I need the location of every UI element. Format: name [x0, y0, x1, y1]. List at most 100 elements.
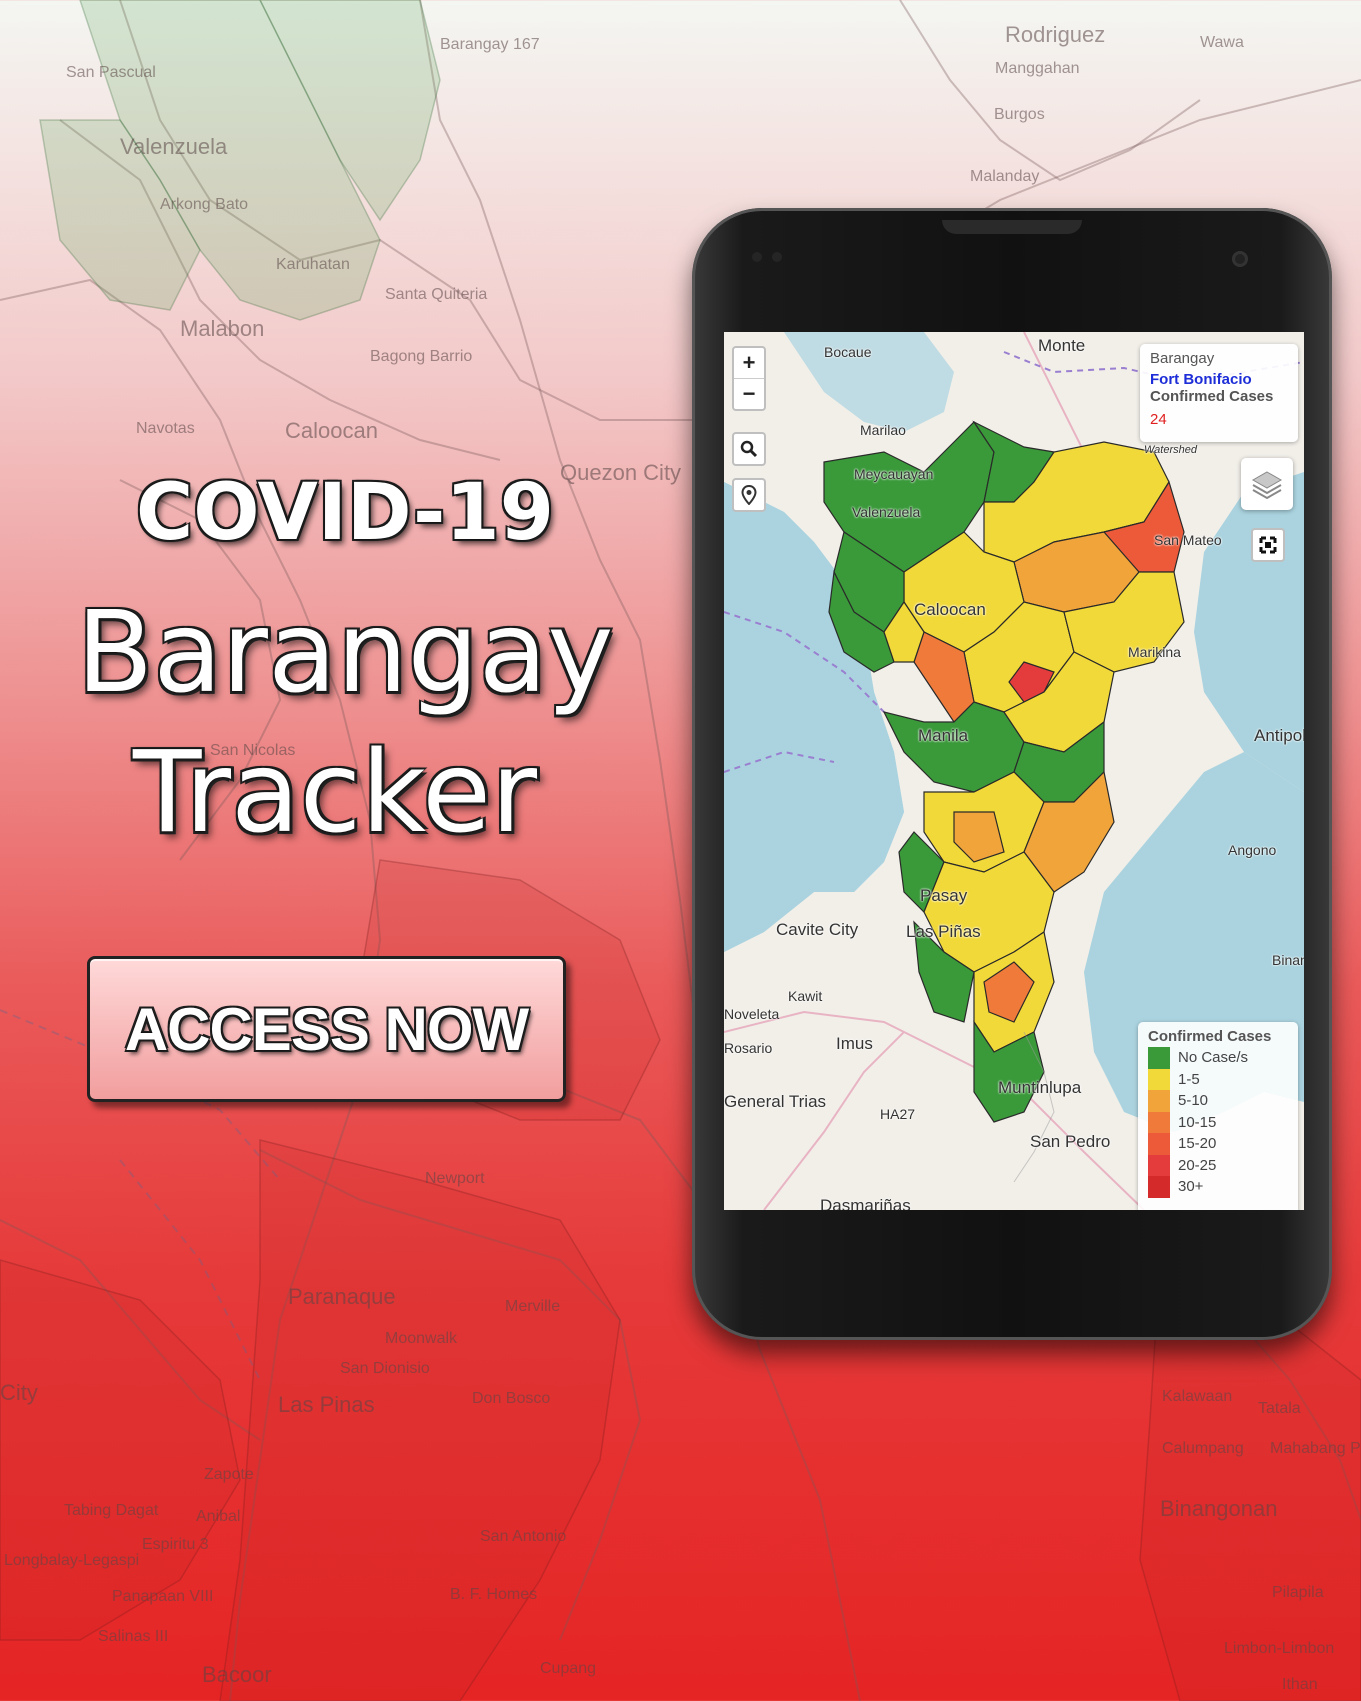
access-now-button[interactable]: ACCESS NOW [87, 956, 566, 1102]
legend-item: 5-10 [1148, 1090, 1288, 1112]
map-label: Binangonan [1272, 952, 1304, 968]
fullscreen-button[interactable] [1251, 528, 1285, 562]
bg-map-label: Wawa [1200, 34, 1244, 51]
zoom-in-button[interactable]: + [734, 348, 764, 379]
map-label: Monte [1038, 336, 1086, 355]
choropleth-map[interactable] [724, 332, 1304, 1210]
bg-map-label: Pilapila [1272, 1584, 1324, 1601]
bg-map-label: Cupang [540, 1660, 597, 1677]
phone-screen: Bocaue Monte Marilao Meycauayan Valenzue… [724, 332, 1304, 1210]
bg-map-label: Salinas III [98, 1628, 169, 1645]
barangay-name: Fort Bonifacio [1150, 371, 1252, 388]
map-label: Bocaue [824, 344, 872, 360]
headline-covid: COVID-19 [136, 468, 554, 558]
phone-sensor [752, 252, 762, 262]
bg-map-label: Bacoor [202, 1662, 272, 1687]
bg-map-label: Tatala [1258, 1400, 1301, 1417]
map-label: HA27 [880, 1106, 916, 1122]
legend-label: 10-15 [1178, 1113, 1217, 1131]
phone-camera [1232, 251, 1248, 267]
legend-label: 30+ [1178, 1178, 1204, 1196]
phone-mockup: Bocaue Monte Marilao Meycauayan Valenzue… [692, 208, 1332, 1340]
zoom-control: + − [732, 346, 766, 411]
bg-map-label: Kalawaan [1162, 1388, 1233, 1405]
legend-item: 1-5 [1148, 1068, 1288, 1090]
phone-speaker [942, 220, 1082, 234]
barangay-info-panel: Barangay Fort Bonifacio Confirmed Cases … [1140, 344, 1298, 442]
legend-item: 15-20 [1148, 1133, 1288, 1155]
bg-map-label: Tabing Dagat [64, 1502, 159, 1519]
legend-swatch [1148, 1047, 1170, 1069]
map-label: Imus [836, 1034, 873, 1053]
legend-label: 20-25 [1178, 1156, 1217, 1174]
bg-map-label: Longbalay-Legaspi [4, 1552, 140, 1569]
bg-map-label: San Nicolas [210, 742, 296, 759]
bg-map-label: Malanday [970, 168, 1040, 185]
map-legend: Confirmed Cases No Case/s 1-5 5-10 10-15 15-… [1138, 1022, 1298, 1210]
bg-map-label: Bagong Barrio [370, 348, 473, 365]
bg-map-label: City [0, 1380, 38, 1405]
legend-swatch [1148, 1154, 1170, 1176]
access-now-label: ACCESS NOW [124, 995, 529, 1063]
search-button[interactable] [732, 432, 766, 466]
bg-map-label: San Antonio [480, 1528, 567, 1545]
legend-swatch [1148, 1068, 1170, 1090]
map-label: Cavite City [776, 920, 859, 939]
map-label: Pasay [920, 886, 968, 905]
bg-map-label: B. F. Homes [450, 1586, 538, 1603]
layers-button[interactable] [1241, 458, 1293, 510]
bg-map-label: Navotas [136, 420, 195, 437]
bg-map-label: Don Bosco [472, 1390, 551, 1407]
headline-barangay: Barangay [76, 588, 614, 718]
map-label: Rosario [724, 1040, 773, 1056]
map-label: Angono [1228, 842, 1277, 858]
bg-map-label: Moonwalk [385, 1330, 458, 1347]
layers-icon [1251, 471, 1283, 500]
bg-map-label: Panapaan VIII [112, 1588, 214, 1605]
bg-map-label: Calumpang [1162, 1440, 1244, 1457]
bg-map-label: Malabon [180, 316, 265, 341]
legend-item: 30+ [1148, 1176, 1288, 1198]
info-title: Barangay [1150, 350, 1215, 367]
bg-map-label: Espiritu 3 [142, 1536, 209, 1553]
map-label: Kawit [788, 988, 823, 1004]
bg-map-label: Rodriguez [1005, 22, 1106, 47]
headline-tracker: Tracker [132, 728, 538, 858]
map-label: Muntinlupa [998, 1078, 1082, 1097]
bg-map-label: San Dionisio [340, 1360, 430, 1377]
map-label: General Trias [724, 1092, 827, 1111]
zoom-out-button[interactable]: − [742, 381, 756, 406]
bg-map-label: Burgos [994, 106, 1045, 123]
legend-swatch [1148, 1090, 1170, 1112]
search-icon [734, 434, 764, 464]
bg-map-label: Zapote [204, 1466, 254, 1483]
bg-map-label: Arkong Bato [160, 196, 249, 213]
legend-swatch [1148, 1176, 1170, 1198]
bg-map-label: Quezon City [560, 460, 682, 485]
confirmed-cases-label: Confirmed Cases [1150, 388, 1274, 405]
phone-sensor [772, 252, 782, 262]
bg-map-label: Limbon-Limbon [1224, 1640, 1335, 1657]
fullscreen-icon [1259, 536, 1277, 554]
map-label: Antipolo [1254, 726, 1304, 745]
map-label: Manila [918, 726, 969, 745]
map-label: Noveleta [724, 1006, 780, 1022]
bg-map-label: Manggahan [995, 60, 1080, 77]
bg-map-label: Newport [425, 1170, 485, 1187]
bg-map-label: Binangonan [1160, 1496, 1278, 1521]
map-label: San Pedro [1030, 1132, 1111, 1151]
map-label: Valenzuela [852, 504, 921, 520]
map-label: Marilao [860, 422, 906, 438]
legend-rows: No Case/s 1-5 5-10 10-15 15-20 20-25 30+ [1148, 1047, 1288, 1198]
map-label: San Mateo [1154, 532, 1222, 548]
legend-label: No Case/s [1178, 1049, 1249, 1067]
bg-map-label: Caloocan [285, 418, 378, 443]
map-label: Meycauayan [854, 466, 934, 482]
map-label: Watershed [1144, 444, 1197, 456]
bg-map-label: San Pascual [66, 64, 156, 81]
map-label: Las Piñas [906, 922, 981, 941]
legend-swatch [1148, 1111, 1170, 1133]
legend-label: 5-10 [1178, 1092, 1209, 1110]
bg-map-label: Valenzuela [120, 134, 228, 159]
locate-button[interactable] [732, 478, 766, 512]
